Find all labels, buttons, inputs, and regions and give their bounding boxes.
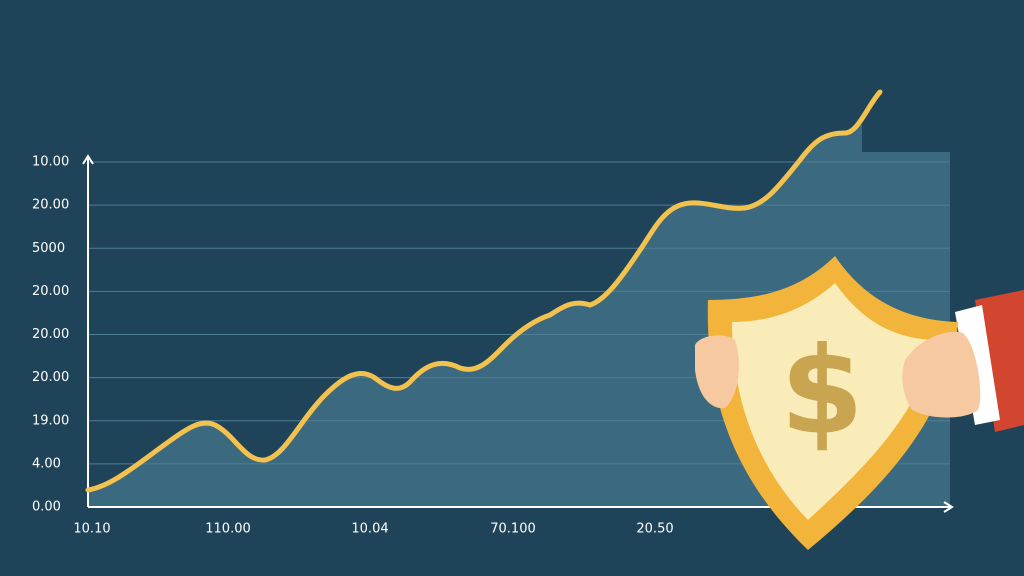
x-axis-label: 10.10 — [73, 522, 110, 537]
y-axis-label: 0.00 — [32, 500, 61, 515]
x-axis-label: 10.04 — [351, 522, 388, 537]
y-axis-label: 20.00 — [32, 327, 69, 342]
y-axis-label: 5000 — [32, 241, 65, 256]
left-hand — [695, 335, 739, 409]
cuff — [955, 305, 1000, 425]
x-axis-label: 20.50 — [636, 522, 673, 537]
trend-line — [85, 89, 883, 493]
x-axis-arrow — [943, 501, 954, 513]
shield-inner — [732, 283, 933, 520]
y-axis-label: 19.00 — [32, 413, 69, 428]
y-axis-arrow — [82, 154, 94, 165]
sleeve — [975, 290, 1024, 432]
y-axis-label: 10.00 — [32, 155, 69, 170]
y-axis-label: 20.00 — [32, 370, 69, 385]
y-axis-label: 20.00 — [32, 284, 69, 299]
y-axis-label: 4.00 — [32, 456, 61, 471]
x-axis-label: 70.100 — [490, 522, 536, 537]
x-axis-label: 110.00 — [205, 522, 251, 537]
dollar-sign: $ — [780, 323, 864, 462]
right-hand — [902, 331, 981, 418]
labels: 10.00 20.00 5000 20.00 20.00 20.00 19.00 4.00 0.… — [32, 155, 674, 537]
y-axis-label: 20.00 — [32, 198, 69, 213]
